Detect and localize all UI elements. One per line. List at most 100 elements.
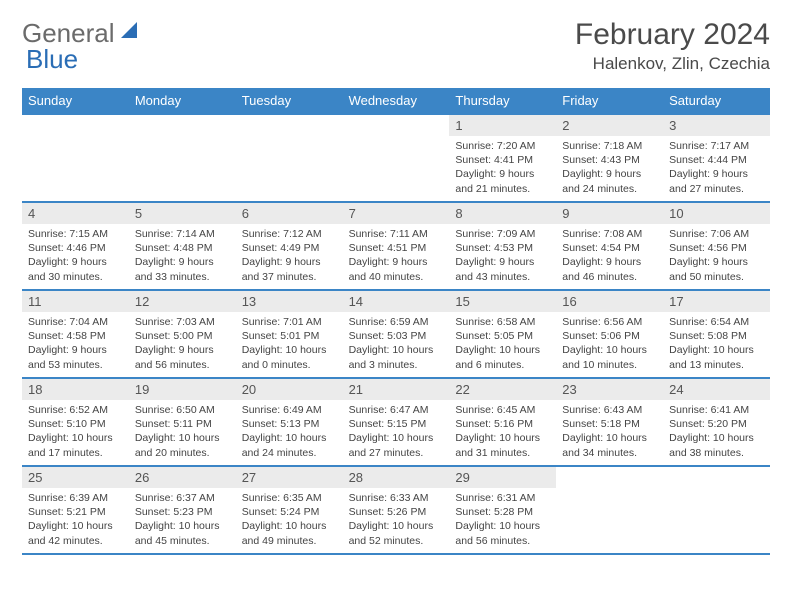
day-number: 22 [449, 379, 556, 400]
day-cell: 9Sunrise: 7:08 AMSunset: 4:54 PMDaylight… [556, 203, 663, 289]
day-cell: 12Sunrise: 7:03 AMSunset: 5:00 PMDayligh… [129, 291, 236, 377]
day-details: Sunrise: 7:11 AMSunset: 4:51 PMDaylight:… [343, 224, 450, 289]
day-details: Sunrise: 6:58 AMSunset: 5:05 PMDaylight:… [449, 312, 556, 377]
day-number: 7 [343, 203, 450, 224]
day-details: Sunrise: 6:59 AMSunset: 5:03 PMDaylight:… [343, 312, 450, 377]
day-number: 8 [449, 203, 556, 224]
day-cell: 2Sunrise: 7:18 AMSunset: 4:43 PMDaylight… [556, 115, 663, 201]
day-cell: 15Sunrise: 6:58 AMSunset: 5:05 PMDayligh… [449, 291, 556, 377]
day-cell: 19Sunrise: 6:50 AMSunset: 5:11 PMDayligh… [129, 379, 236, 465]
day-number: 28 [343, 467, 450, 488]
day-number: 27 [236, 467, 343, 488]
day-number: 25 [22, 467, 129, 488]
day-number: 5 [129, 203, 236, 224]
day-details: Sunrise: 7:08 AMSunset: 4:54 PMDaylight:… [556, 224, 663, 289]
day-details: Sunrise: 7:06 AMSunset: 4:56 PMDaylight:… [663, 224, 770, 289]
day-number: 13 [236, 291, 343, 312]
day-number: 4 [22, 203, 129, 224]
day-cell: 11Sunrise: 7:04 AMSunset: 4:58 PMDayligh… [22, 291, 129, 377]
day-number: 24 [663, 379, 770, 400]
day-details: Sunrise: 7:14 AMSunset: 4:48 PMDaylight:… [129, 224, 236, 289]
day-cell: 7Sunrise: 7:11 AMSunset: 4:51 PMDaylight… [343, 203, 450, 289]
day-cell: 8Sunrise: 7:09 AMSunset: 4:53 PMDaylight… [449, 203, 556, 289]
day-cell: 25Sunrise: 6:39 AMSunset: 5:21 PMDayligh… [22, 467, 129, 553]
weekday-header: Thursday [449, 88, 556, 113]
logo-text-blue: Blue [26, 44, 78, 75]
day-details: Sunrise: 6:37 AMSunset: 5:23 PMDaylight:… [129, 488, 236, 553]
day-number: 20 [236, 379, 343, 400]
weekday-header: Wednesday [343, 88, 450, 113]
day-cell: 21Sunrise: 6:47 AMSunset: 5:15 PMDayligh… [343, 379, 450, 465]
day-details: Sunrise: 6:33 AMSunset: 5:26 PMDaylight:… [343, 488, 450, 553]
day-number: 12 [129, 291, 236, 312]
day-details: Sunrise: 6:43 AMSunset: 5:18 PMDaylight:… [556, 400, 663, 465]
day-details: Sunrise: 7:15 AMSunset: 4:46 PMDaylight:… [22, 224, 129, 289]
day-details: Sunrise: 6:41 AMSunset: 5:20 PMDaylight:… [663, 400, 770, 465]
weekday-header: Saturday [663, 88, 770, 113]
day-number: 17 [663, 291, 770, 312]
day-details: Sunrise: 6:35 AMSunset: 5:24 PMDaylight:… [236, 488, 343, 553]
day-details: Sunrise: 6:50 AMSunset: 5:11 PMDaylight:… [129, 400, 236, 465]
day-number: 2 [556, 115, 663, 136]
week-row: 4Sunrise: 7:15 AMSunset: 4:46 PMDaylight… [22, 201, 770, 289]
day-cell: 17Sunrise: 6:54 AMSunset: 5:08 PMDayligh… [663, 291, 770, 377]
day-cell: 1Sunrise: 7:20 AMSunset: 4:41 PMDaylight… [449, 115, 556, 201]
day-number: 19 [129, 379, 236, 400]
day-details: Sunrise: 6:31 AMSunset: 5:28 PMDaylight:… [449, 488, 556, 553]
day-cell: 4Sunrise: 7:15 AMSunset: 4:46 PMDaylight… [22, 203, 129, 289]
day-number: 21 [343, 379, 450, 400]
day-details: Sunrise: 7:09 AMSunset: 4:53 PMDaylight:… [449, 224, 556, 289]
empty-cell [663, 467, 770, 553]
day-number: 3 [663, 115, 770, 136]
day-details: Sunrise: 6:54 AMSunset: 5:08 PMDaylight:… [663, 312, 770, 377]
day-details: Sunrise: 7:03 AMSunset: 5:00 PMDaylight:… [129, 312, 236, 377]
weekday-header: Tuesday [236, 88, 343, 113]
day-cell: 18Sunrise: 6:52 AMSunset: 5:10 PMDayligh… [22, 379, 129, 465]
day-cell: 10Sunrise: 7:06 AMSunset: 4:56 PMDayligh… [663, 203, 770, 289]
empty-cell [22, 115, 129, 201]
day-details: Sunrise: 7:04 AMSunset: 4:58 PMDaylight:… [22, 312, 129, 377]
day-details: Sunrise: 7:12 AMSunset: 4:49 PMDaylight:… [236, 224, 343, 289]
week-row: 25Sunrise: 6:39 AMSunset: 5:21 PMDayligh… [22, 465, 770, 555]
empty-cell [129, 115, 236, 201]
day-cell: 3Sunrise: 7:17 AMSunset: 4:44 PMDaylight… [663, 115, 770, 201]
month-title: February 2024 [575, 18, 770, 52]
weekday-header: Friday [556, 88, 663, 113]
day-details: Sunrise: 6:52 AMSunset: 5:10 PMDaylight:… [22, 400, 129, 465]
day-cell: 23Sunrise: 6:43 AMSunset: 5:18 PMDayligh… [556, 379, 663, 465]
week-row: 18Sunrise: 6:52 AMSunset: 5:10 PMDayligh… [22, 377, 770, 465]
day-details: Sunrise: 6:39 AMSunset: 5:21 PMDaylight:… [22, 488, 129, 553]
weekday-header-row: SundayMondayTuesdayWednesdayThursdayFrid… [22, 88, 770, 113]
day-details: Sunrise: 6:56 AMSunset: 5:06 PMDaylight:… [556, 312, 663, 377]
day-cell: 22Sunrise: 6:45 AMSunset: 5:16 PMDayligh… [449, 379, 556, 465]
day-number: 14 [343, 291, 450, 312]
location-text: Halenkov, Zlin, Czechia [575, 54, 770, 74]
week-row: 11Sunrise: 7:04 AMSunset: 4:58 PMDayligh… [22, 289, 770, 377]
day-number: 9 [556, 203, 663, 224]
logo-sail-icon [119, 20, 141, 47]
day-number: 6 [236, 203, 343, 224]
day-cell: 5Sunrise: 7:14 AMSunset: 4:48 PMDaylight… [129, 203, 236, 289]
day-details: Sunrise: 7:01 AMSunset: 5:01 PMDaylight:… [236, 312, 343, 377]
day-details: Sunrise: 7:18 AMSunset: 4:43 PMDaylight:… [556, 136, 663, 201]
day-cell: 20Sunrise: 6:49 AMSunset: 5:13 PMDayligh… [236, 379, 343, 465]
day-details: Sunrise: 6:49 AMSunset: 5:13 PMDaylight:… [236, 400, 343, 465]
weekday-header: Sunday [22, 88, 129, 113]
day-cell: 13Sunrise: 7:01 AMSunset: 5:01 PMDayligh… [236, 291, 343, 377]
empty-cell [236, 115, 343, 201]
day-details: Sunrise: 7:17 AMSunset: 4:44 PMDaylight:… [663, 136, 770, 201]
empty-cell [556, 467, 663, 553]
header: General February 2024 Halenkov, Zlin, Cz… [22, 18, 770, 74]
day-cell: 28Sunrise: 6:33 AMSunset: 5:26 PMDayligh… [343, 467, 450, 553]
day-cell: 27Sunrise: 6:35 AMSunset: 5:24 PMDayligh… [236, 467, 343, 553]
day-number: 1 [449, 115, 556, 136]
day-number: 16 [556, 291, 663, 312]
calendar: SundayMondayTuesdayWednesdayThursdayFrid… [22, 88, 770, 555]
week-row: 1Sunrise: 7:20 AMSunset: 4:41 PMDaylight… [22, 113, 770, 201]
day-cell: 6Sunrise: 7:12 AMSunset: 4:49 PMDaylight… [236, 203, 343, 289]
day-cell: 24Sunrise: 6:41 AMSunset: 5:20 PMDayligh… [663, 379, 770, 465]
day-number: 23 [556, 379, 663, 400]
day-number: 26 [129, 467, 236, 488]
day-number: 15 [449, 291, 556, 312]
weekday-header: Monday [129, 88, 236, 113]
